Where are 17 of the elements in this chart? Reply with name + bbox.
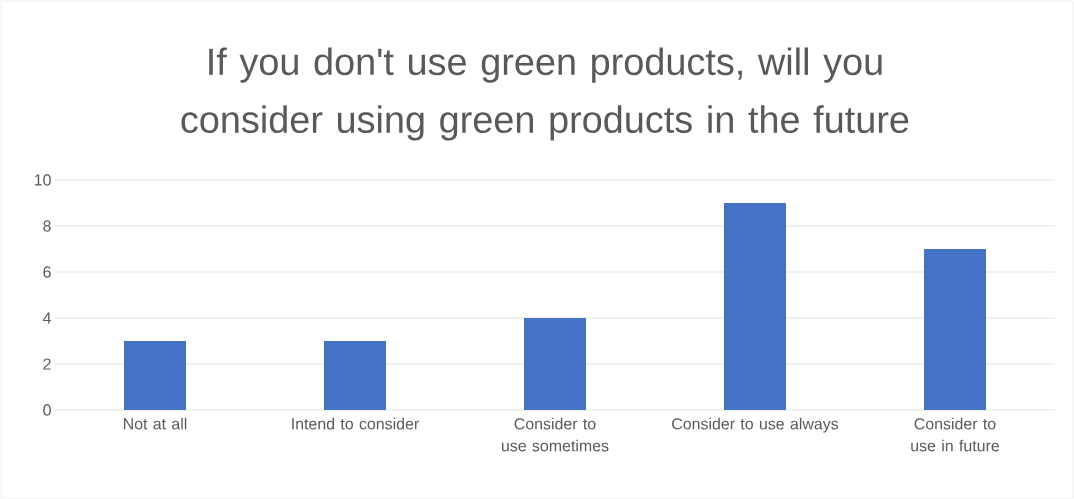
x-tick-label: Consider to use in future	[911, 417, 1000, 452]
bar	[124, 341, 186, 410]
x-tick-label: Consider to use always	[672, 417, 839, 433]
y-tick-label: 0	[43, 404, 51, 416]
y-tick-label: 2	[43, 358, 51, 370]
bar	[723, 203, 786, 410]
x-tick-label: Consider to use sometimes	[501, 417, 609, 452]
x-tick-label: Not at all	[123, 417, 187, 430]
y-tick-label: 10	[34, 174, 51, 186]
y-tick-label: 4	[42, 312, 52, 324]
bar	[523, 318, 586, 410]
y-tick-label: 8	[43, 220, 51, 232]
x-tick-label: Intend to consider	[292, 417, 419, 430]
y-tick-label: 6	[43, 266, 51, 278]
bar	[324, 341, 386, 410]
bar	[923, 249, 986, 410]
chart-title: If you don't use green products, will you consider using green products in the future	[181, 47, 909, 141]
